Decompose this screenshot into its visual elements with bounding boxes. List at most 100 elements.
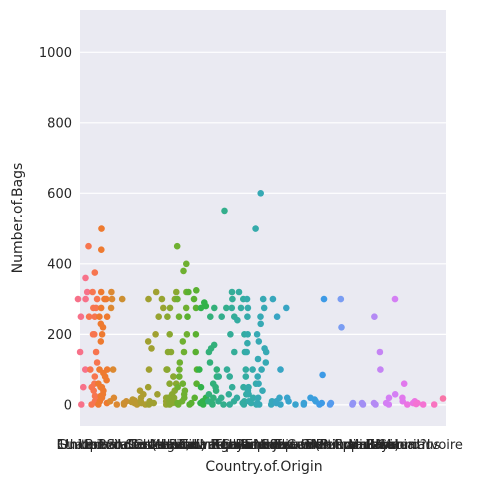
x-tick-label: Philippines bbox=[316, 438, 386, 453]
data-points bbox=[74, 190, 447, 408]
data-point bbox=[207, 313, 214, 321]
x-tick-label: United States (Hawaii) bbox=[60, 438, 206, 453]
data-point bbox=[175, 313, 183, 321]
data-point bbox=[391, 391, 399, 398]
data-point bbox=[96, 366, 103, 373]
data-point bbox=[211, 304, 218, 312]
data-point bbox=[175, 401, 182, 408]
data-point bbox=[97, 304, 105, 312]
data-point bbox=[254, 394, 262, 402]
data-point bbox=[77, 313, 85, 321]
data-point bbox=[254, 355, 262, 363]
data-point bbox=[225, 391, 233, 398]
data-point bbox=[377, 366, 384, 373]
data-point bbox=[192, 331, 200, 338]
data-point bbox=[176, 359, 184, 366]
data-point bbox=[92, 304, 100, 312]
data-point bbox=[89, 331, 97, 338]
data-point bbox=[148, 345, 155, 352]
data-point bbox=[91, 313, 99, 321]
data-point bbox=[220, 401, 227, 408]
data-point bbox=[385, 394, 393, 402]
data-point bbox=[226, 401, 233, 408]
data-point bbox=[255, 380, 262, 388]
x-tick-label: Zambia bbox=[366, 438, 415, 453]
data-point bbox=[327, 399, 335, 407]
data-point bbox=[82, 366, 89, 373]
data-point bbox=[97, 392, 104, 400]
x-tick-label: Nicaragua bbox=[179, 438, 245, 453]
data-point bbox=[227, 331, 234, 338]
data-point bbox=[108, 295, 116, 303]
data-point bbox=[283, 304, 290, 312]
data-point bbox=[223, 304, 230, 312]
data-point bbox=[164, 366, 171, 373]
data-point bbox=[243, 295, 251, 303]
y-tick-label: 200 bbox=[47, 328, 72, 343]
data-point bbox=[109, 366, 117, 373]
data-point bbox=[229, 295, 236, 303]
data-point bbox=[262, 348, 270, 356]
data-point bbox=[205, 391, 213, 398]
data-point bbox=[179, 338, 187, 345]
data-point bbox=[254, 373, 261, 380]
data-point bbox=[176, 373, 183, 380]
data-point bbox=[92, 348, 100, 356]
data-point bbox=[223, 366, 231, 373]
data-point bbox=[255, 338, 263, 345]
x-tick-label: Panama bbox=[235, 438, 287, 453]
data-point bbox=[97, 338, 105, 345]
data-point bbox=[197, 304, 205, 312]
x-tick-label: Ethiopia bbox=[57, 438, 110, 453]
data-point bbox=[85, 313, 93, 321]
x-tick-label: Vietnam bbox=[314, 438, 368, 453]
data-point bbox=[191, 394, 198, 402]
data-point bbox=[186, 401, 193, 408]
data-point bbox=[359, 401, 367, 408]
data-point bbox=[371, 313, 378, 321]
data-point bbox=[87, 366, 94, 373]
x-tick-label: Mauritius bbox=[380, 438, 440, 453]
data-point bbox=[144, 338, 152, 345]
data-point bbox=[173, 242, 181, 250]
data-point bbox=[183, 260, 190, 268]
data-point bbox=[108, 288, 115, 296]
y-axis-label: Number.of.Bags bbox=[10, 163, 26, 274]
data-point bbox=[98, 331, 106, 338]
data-point bbox=[215, 398, 222, 405]
x-tick-label: United States bbox=[79, 438, 167, 453]
data-point bbox=[145, 401, 153, 408]
data-point bbox=[255, 401, 263, 408]
x-tick-label: Indonesia bbox=[111, 438, 174, 453]
data-point bbox=[273, 313, 281, 321]
data-point bbox=[319, 371, 326, 379]
data-point bbox=[91, 269, 99, 276]
data-point bbox=[205, 348, 213, 356]
data-point bbox=[218, 313, 225, 321]
data-point bbox=[267, 401, 275, 408]
data-point bbox=[174, 295, 181, 303]
data-point bbox=[259, 387, 266, 395]
data-point bbox=[260, 304, 268, 312]
data-point bbox=[237, 304, 245, 312]
data-point bbox=[192, 348, 199, 356]
data-point bbox=[145, 295, 152, 303]
data-point bbox=[192, 304, 200, 312]
data-point bbox=[245, 391, 252, 398]
data-point bbox=[90, 387, 97, 395]
data-point bbox=[93, 359, 101, 366]
data-point bbox=[240, 401, 248, 408]
x-tick-label: United States (Puerto Rico) bbox=[223, 438, 399, 453]
data-point bbox=[193, 287, 200, 294]
x-tick-label: Thailand bbox=[213, 438, 270, 453]
data-point bbox=[95, 401, 102, 408]
data-point bbox=[233, 394, 241, 402]
x-tick-label: Rwanda bbox=[335, 438, 387, 453]
data-point bbox=[179, 380, 187, 388]
data-point bbox=[199, 401, 207, 408]
data-point bbox=[399, 398, 407, 405]
data-point bbox=[235, 288, 243, 296]
data-point bbox=[257, 190, 265, 197]
data-point bbox=[262, 359, 270, 366]
data-point bbox=[101, 295, 108, 303]
